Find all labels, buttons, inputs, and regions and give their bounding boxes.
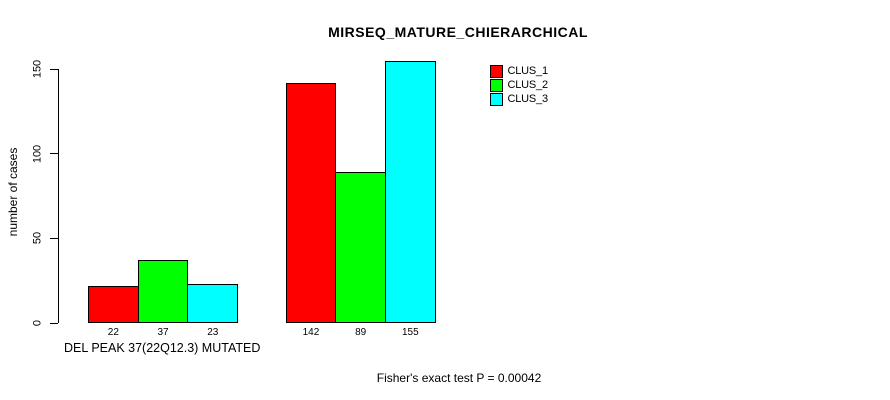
y-axis-tick <box>50 153 58 155</box>
y-axis-tick-label: 150 <box>31 59 43 79</box>
y-axis-tick-label: 0 <box>31 319 43 327</box>
fisher-test-annotation: Fisher's exact test P = 0.00042 <box>376 371 542 385</box>
y-axis-tick <box>50 68 58 70</box>
bar-value-label: 142 <box>302 326 320 338</box>
y-axis-line <box>58 68 59 324</box>
x-axis-label: DEL PEAK 37(22Q12.3) MUTATED <box>64 341 261 355</box>
y-axis-tick <box>50 237 58 239</box>
legend-item: CLUS_3 <box>489 92 549 106</box>
bar-clus_3-group2 <box>385 60 436 323</box>
bar-value-label: 22 <box>107 326 119 338</box>
bar-value-label: 37 <box>157 326 169 338</box>
bar-value-label: 23 <box>207 326 219 338</box>
legend-item: CLUS_1 <box>489 64 549 78</box>
legend-label-clus_2: CLUS_2 <box>507 78 549 91</box>
bar-clus_2-group1 <box>137 260 189 323</box>
legend-label-clus_1: CLUS_1 <box>507 64 549 77</box>
chart-title: MIRSEQ_MATURE_CHIERARCHICAL <box>328 24 588 40</box>
bar-clus_3-group1 <box>187 284 239 323</box>
y-axis-tick-label: 50 <box>31 232 43 245</box>
bar-clus_1-group2 <box>285 82 337 323</box>
legend-swatch-clus_3 <box>489 92 503 106</box>
legend-item: CLUS_2 <box>489 78 549 92</box>
bar-value-label: 155 <box>402 326 419 338</box>
y-axis-tick <box>50 322 58 324</box>
bar-clus_2-group2 <box>335 172 386 323</box>
bar-value-label: 89 <box>355 326 367 338</box>
bar-clus_1-group1 <box>88 285 139 323</box>
legend-swatch-clus_2 <box>489 78 503 92</box>
legend-label-clus_3: CLUS_3 <box>507 92 549 105</box>
y-axis-tick-label: 100 <box>31 144 43 163</box>
legend-swatch-clus_1 <box>489 64 503 78</box>
